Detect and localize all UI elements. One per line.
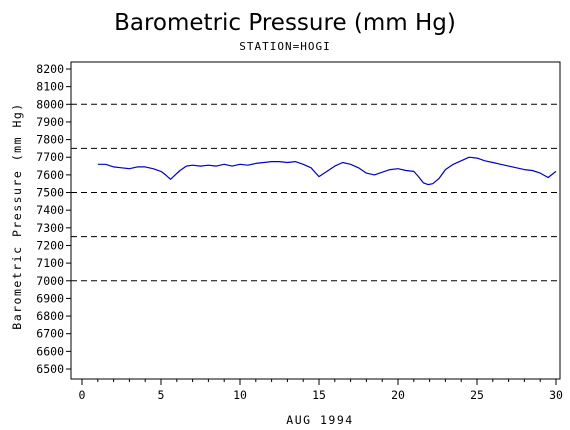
y-tick-label: 7900	[36, 115, 64, 129]
y-tick-label: 6700	[36, 327, 64, 341]
x-tick-label: 25	[470, 388, 484, 402]
y-tick-label: 6900	[36, 291, 64, 305]
y-tick-label: 7400	[36, 203, 64, 217]
y-tick-label: 7700	[36, 150, 64, 164]
y-tick-label: 7800	[36, 133, 64, 147]
y-axis-label: Barometric Pressure (mm Hg)	[10, 102, 24, 329]
y-tick-label: 7600	[36, 168, 64, 182]
y-tick-label: 7200	[36, 238, 64, 252]
x-tick-label: 5	[158, 388, 165, 402]
x-tick-label: 15	[312, 388, 326, 402]
chart-title: Barometric Pressure (mm Hg)	[114, 10, 456, 36]
y-tick-label: 7500	[36, 186, 64, 200]
x-tick-label: 30	[549, 388, 563, 402]
y-tick-label: 7100	[36, 256, 64, 270]
y-tick-label: 7000	[36, 274, 64, 288]
x-tick-label: 10	[233, 388, 247, 402]
y-tick-label: 6500	[36, 362, 64, 376]
x-tick-label: 20	[391, 388, 405, 402]
y-tick-label: 6800	[36, 309, 64, 323]
y-tick-label: 8200	[36, 62, 64, 76]
chart-subtitle: STATION=HOGI	[239, 40, 330, 53]
y-tick-label: 7300	[36, 221, 64, 235]
y-tick-label: 6600	[36, 344, 64, 358]
plot-frame	[70, 61, 561, 380]
y-tick-label: 8000	[36, 97, 64, 111]
y-tick-label: 8100	[36, 80, 64, 94]
series-line	[97, 156, 557, 186]
x-tick-label: 0	[79, 388, 86, 402]
x-axis-label: AUG 1994	[286, 413, 353, 427]
